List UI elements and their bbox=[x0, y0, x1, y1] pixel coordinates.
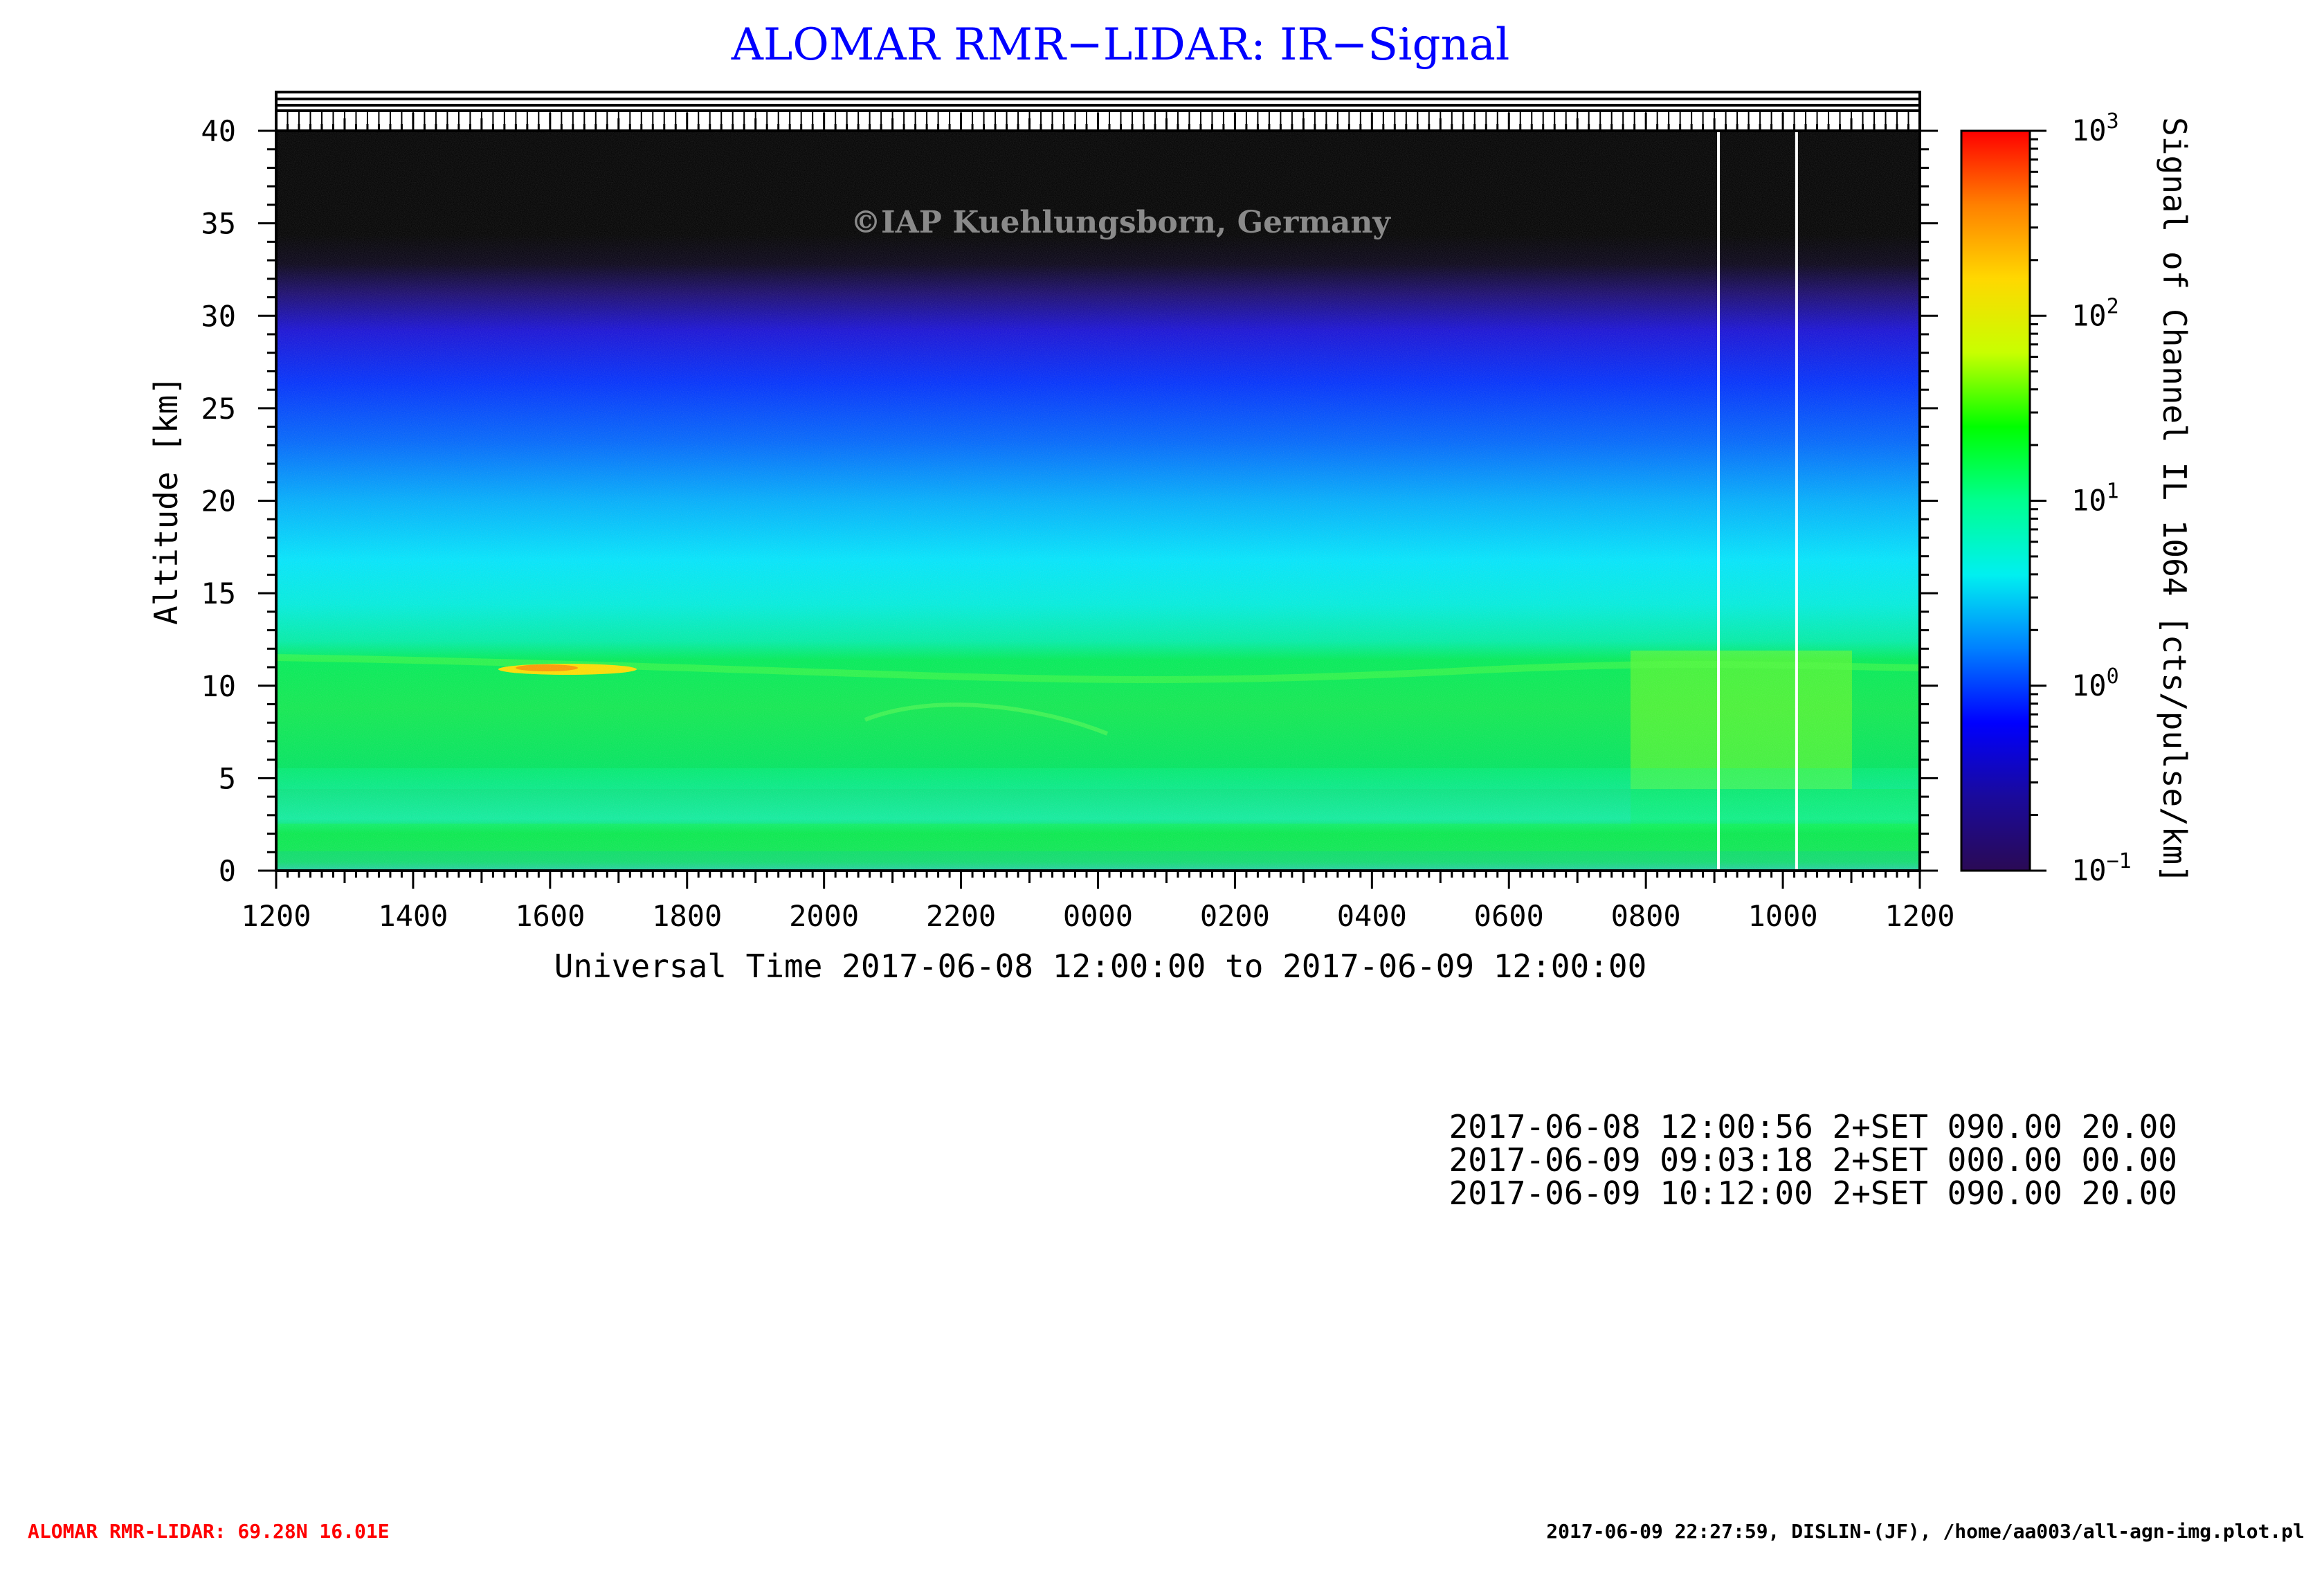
footer-generated: 2017-06-09 22:27:59, DISLIN-(JF), /home/… bbox=[1546, 1520, 2305, 1543]
heatmap bbox=[276, 131, 1920, 871]
colorbar-scale bbox=[1960, 129, 2031, 872]
y-axis: 0 5 10 15 20 25 30 35 40 bbox=[201, 114, 1938, 888]
x-tick-label: 2200 bbox=[926, 899, 996, 933]
x-axis: 1200 1400 1600 1800 2000 2200 0000 0200 0400 0600… bbox=[241, 113, 1955, 933]
colorbar-tick-label: 101 bbox=[2071, 480, 2119, 518]
chart-title: ALOMAR RMR−LIDAR: IR−Signal bbox=[731, 19, 1510, 71]
settings-log: 2017-06-08 12:00:56 2+SET 090.00 20.00 2… bbox=[1449, 1108, 2177, 1212]
y-tick-label: 30 bbox=[201, 299, 236, 333]
y-axis-label: Altitude [km] bbox=[147, 376, 185, 625]
colorbar-tick-label: 102 bbox=[2071, 294, 2119, 332]
x-tick-label: 2000 bbox=[789, 899, 859, 933]
settings-log-line: 2017-06-09 09:03:18 2+SET 000.00 00.00 bbox=[1449, 1141, 2177, 1179]
x-tick-label: 0800 bbox=[1611, 899, 1681, 933]
watermark: ©IAP Kuehlungsborn, Germany bbox=[851, 205, 1391, 240]
y-tick-label: 0 bbox=[219, 854, 236, 888]
settings-log-line: 2017-06-08 12:00:56 2+SET 090.00 20.00 bbox=[1449, 1108, 2177, 1145]
y-tick-label: 25 bbox=[201, 392, 236, 426]
settings-log-line: 2017-06-09 10:12:00 2+SET 090.00 20.00 bbox=[1449, 1175, 2177, 1212]
x-tick-label: 1200 bbox=[1885, 899, 1954, 933]
colorbar: 103 102 101 100 10−1 bbox=[1960, 109, 2132, 887]
y-tick-label: 5 bbox=[219, 761, 236, 795]
y-tick-label: 35 bbox=[201, 207, 236, 241]
x-tick-label: 1600 bbox=[515, 899, 585, 933]
x-tick-label: 0400 bbox=[1337, 899, 1407, 933]
colorbar-label: Signal of Channel IL 1064 [cts/pulse/km] bbox=[2156, 117, 2193, 884]
colorbar-tick-label: 10−1 bbox=[2071, 849, 2132, 887]
x-tick-label: 1000 bbox=[1748, 899, 1818, 933]
x-tick-label: 0000 bbox=[1063, 899, 1133, 933]
y-tick-label: 15 bbox=[201, 577, 236, 610]
x-tick-label: 1200 bbox=[241, 899, 311, 933]
x-tick-label: 1400 bbox=[378, 899, 448, 933]
colorbar-tick-label: 103 bbox=[2071, 109, 2119, 147]
y-tick-label: 40 bbox=[201, 114, 236, 148]
y-tick-label: 10 bbox=[201, 669, 236, 703]
x-tick-label: 1800 bbox=[652, 899, 722, 933]
x-tick-label: 0200 bbox=[1200, 899, 1270, 933]
y-tick-label: 20 bbox=[201, 484, 236, 518]
x-tick-label: 0600 bbox=[1474, 899, 1544, 933]
colorbar-tick-label: 100 bbox=[2071, 664, 2119, 702]
footer-station: ALOMAR RMR-LIDAR: 69.28N 16.01E bbox=[28, 1520, 390, 1543]
x-axis-label: Universal Time 2017-06-08 12:00:00 to 20… bbox=[554, 947, 1647, 985]
